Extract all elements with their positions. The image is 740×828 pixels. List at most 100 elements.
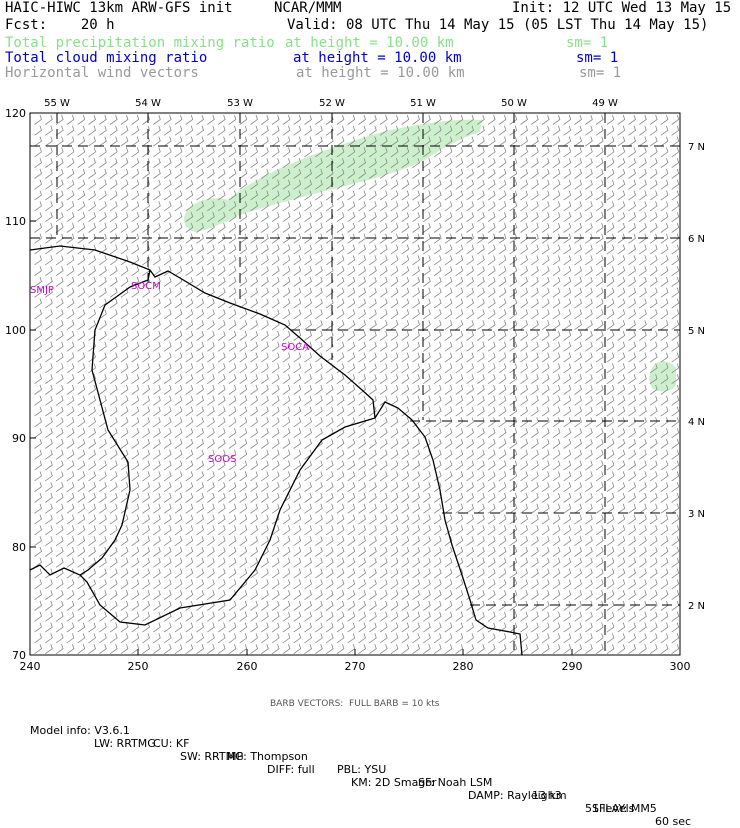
wind-barb [99,449,107,460]
wind-barb [196,179,204,190]
wind-barb [45,179,53,190]
wind-barb [239,255,248,266]
wind-barb [660,514,669,525]
wind-barb [239,482,248,493]
wind-barb [541,363,550,374]
wind-barb [466,136,474,147]
wind-barb [444,276,453,287]
wind-barb [477,255,485,266]
wind-barb [390,514,399,525]
wind-barb [628,330,636,341]
wind-barb [261,125,269,136]
wind-barb [250,147,258,158]
wind-barb [304,320,312,331]
wind-barb [315,320,323,331]
wind-barb [315,374,323,385]
left-tick-label: 80 [12,541,26,554]
wind-barb [628,266,636,277]
wind-barb [77,611,86,622]
wind-barb [541,449,550,460]
wind-barb [271,179,280,190]
wind-barb [120,168,129,179]
wind-barb [649,460,658,471]
wind-barb [109,309,118,320]
wind-barb [34,352,42,363]
wind-barb [628,611,636,622]
wind-barb [196,255,204,266]
wind-barb [45,438,53,449]
wind-barb [541,168,550,179]
wind-barb [671,266,680,277]
wind-barb [153,363,161,374]
wind-barb [34,611,42,622]
wind-barb [369,406,377,417]
wind-barb [541,492,550,503]
wind-barb [379,460,388,471]
wind-barb [531,438,539,449]
wind-barb [34,114,42,125]
wind-barb [142,417,150,428]
wind-barb [261,644,269,655]
wind-barb [358,384,366,395]
wind-barb [185,330,194,341]
wind-barb [88,168,96,179]
wind-barb [412,579,420,590]
wind-barb [617,503,626,514]
wind-barb [444,417,453,428]
wind-barb [261,536,269,547]
wind-barb [444,222,453,233]
wind-barb [174,417,183,428]
wind-barb [77,546,86,557]
wind-barb [196,482,204,493]
wind-barb [282,341,291,352]
wind-barb [99,363,107,374]
wind-barb [660,395,669,406]
wind-barb [77,363,86,374]
wind-barb [325,438,334,449]
wind-barb [34,536,42,547]
wind-barb [293,406,302,417]
wind-barb [304,579,312,590]
wind-barb [34,298,42,309]
right-latitude-label: 4 N [688,417,705,428]
wind-barb [196,492,204,503]
wind-barb [304,114,312,125]
wind-barb [520,147,528,158]
wind-barb [671,395,680,406]
wind-barb [261,244,269,255]
wind-barb [487,611,496,622]
wind-barb [347,179,356,190]
wind-barb [217,212,226,223]
wind-barb [649,309,658,320]
wind-barb [412,568,420,579]
wind-barb [77,406,86,417]
wind-barb [552,611,561,622]
wind-barb [153,384,161,395]
wind-barb [55,471,64,482]
wind-barb [595,546,604,557]
wind-barb [444,622,453,633]
wind-barb [109,633,118,644]
wind-barb [336,320,345,331]
right-latitude-label: 3 N [688,509,705,520]
wind-barb [552,622,561,633]
model-info-item: KM: 2D Smagor [351,776,437,789]
wind-barb [617,212,626,223]
wind-barb [671,147,680,158]
wind-barb [77,514,86,525]
wind-barb [120,622,129,633]
wind-barb [520,266,528,277]
bottom-tick-label: 280 [453,660,474,673]
wind-barb [282,125,291,136]
wind-barb [574,460,582,471]
wind-barb [412,536,420,547]
wind-barb [45,633,53,644]
wind-barb [261,320,269,331]
wind-barb [120,158,129,169]
wind-barb [261,546,269,557]
wind-barb [606,266,615,277]
wind-barb [606,320,615,331]
wind-barb [390,417,399,428]
wind-barb [617,492,626,503]
wind-barb [552,136,561,147]
